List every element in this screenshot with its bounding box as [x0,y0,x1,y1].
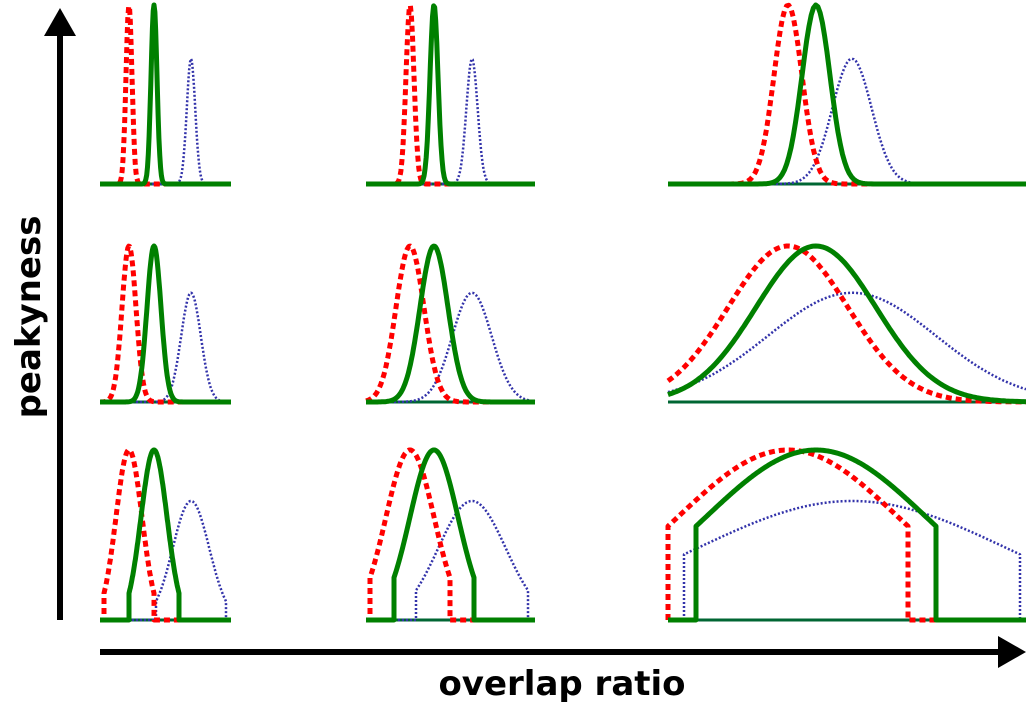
curve-blue-dotted [365,57,536,186]
panel-row3-col1 [100,447,231,623]
panel-row2-col1 [98,243,233,405]
curve-green-solid [667,2,1026,187]
curve-green-solid [364,3,537,187]
curve-blue-dotted [99,57,232,186]
curve-green-solid [100,447,231,623]
curve-red-dashed [100,447,231,623]
curve-red-dashed [667,2,1026,187]
panel-row3-col2 [366,447,535,623]
curve-green-solid [668,447,1026,623]
panel-row2-col3 [666,243,1026,405]
y-axis-arrowhead [44,8,76,36]
x-axis-arrowhead [998,636,1026,668]
curve-blue-dotted [668,499,1026,622]
curve-blue-dotted [366,499,535,622]
curve-green-solid [667,243,1026,405]
panel-grid [98,2,1026,623]
panel-row1-col2 [364,3,537,187]
curve-blue-dotted [668,57,1026,186]
curve-red-dashed [98,3,233,187]
y-axis-label: peakyness [9,216,49,419]
curve-blue-dotted [667,291,1026,394]
curve-green-solid [364,243,537,405]
curve-red-dashed [666,243,1026,405]
panel-row3-col3 [665,447,1026,623]
x-axis-label: overlap ratio [438,664,685,704]
curve-blue-dotted [100,499,231,622]
panel-row1-col3 [667,2,1026,187]
curve-red-dashed [366,447,535,623]
curve-green-solid [98,243,233,405]
panel-row1-col1 [98,2,233,187]
curve-red-dashed [364,3,537,187]
curve-green-solid [366,447,535,623]
curve-red-dashed [665,447,1026,623]
panel-row2-col2 [364,243,537,405]
curve-green-solid [98,2,233,187]
